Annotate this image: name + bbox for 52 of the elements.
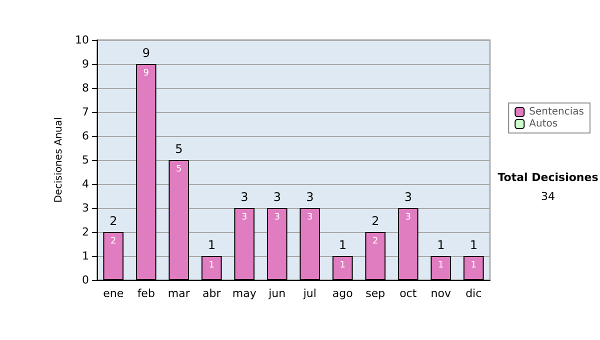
legend-label: Sentencias [529, 106, 584, 118]
x-tick-label: ene [103, 287, 124, 300]
data-label: 1 [470, 260, 476, 270]
total-label: 3 [404, 190, 412, 204]
total-label: 2 [110, 214, 118, 228]
y-tick-label: 9 [82, 58, 89, 70]
x-tick-label: jun [268, 287, 286, 300]
y-tick-label: 8 [82, 82, 89, 94]
data-label: 2 [372, 236, 378, 246]
total-label: 1 [338, 238, 346, 252]
total-label: 3 [273, 190, 281, 204]
text: Total Decisiones [498, 171, 599, 184]
x-tick-label: feb [137, 287, 155, 300]
y-tick-label: 5 [82, 154, 89, 166]
data-label: 2 [110, 236, 116, 246]
x-tick-label: oct [400, 287, 418, 300]
total-label: 9 [142, 46, 150, 60]
total-label: 3 [240, 190, 248, 204]
x-tick-label: abr [202, 287, 222, 300]
data-label: 1 [438, 260, 444, 270]
x-tick-label: nov [430, 287, 452, 300]
x-tick-label: jul [302, 287, 316, 300]
data-label: 3 [405, 212, 411, 222]
text: 34 [541, 190, 555, 203]
y-tick-label: 6 [82, 130, 89, 142]
x-tick-label: ago [332, 287, 354, 300]
x-tick-label: may [232, 287, 257, 300]
total-label: 1 [437, 238, 445, 252]
y-tick-label: 1 [82, 250, 89, 262]
y-axis-title: Decisiones Anual [54, 117, 65, 203]
total-label: 2 [372, 214, 380, 228]
data-label: 1 [208, 260, 214, 270]
y-tick-label: 10 [75, 34, 89, 46]
data-label: 3 [307, 212, 313, 222]
y-tick-label: 4 [82, 178, 89, 190]
y-tick-label: 0 [82, 274, 89, 286]
x-tick-label: dic [466, 287, 482, 300]
total-label: 3 [306, 190, 314, 204]
data-label: 5 [176, 164, 182, 174]
total-label: 1 [208, 238, 216, 252]
y-tick-label: 3 [82, 202, 89, 214]
data-label: 3 [242, 212, 248, 222]
y-tick-label: 2 [82, 226, 89, 238]
x-tick-label: mar [168, 287, 190, 300]
legend-label: Autos [529, 118, 558, 130]
x-tick-label: sep [366, 287, 386, 300]
y-tick-label: 7 [82, 106, 89, 118]
total-label: 1 [470, 238, 478, 252]
total-label: 5 [175, 142, 183, 156]
data-label: 9 [143, 68, 150, 78]
data-label: 1 [340, 260, 346, 270]
data-label: 3 [274, 212, 280, 222]
